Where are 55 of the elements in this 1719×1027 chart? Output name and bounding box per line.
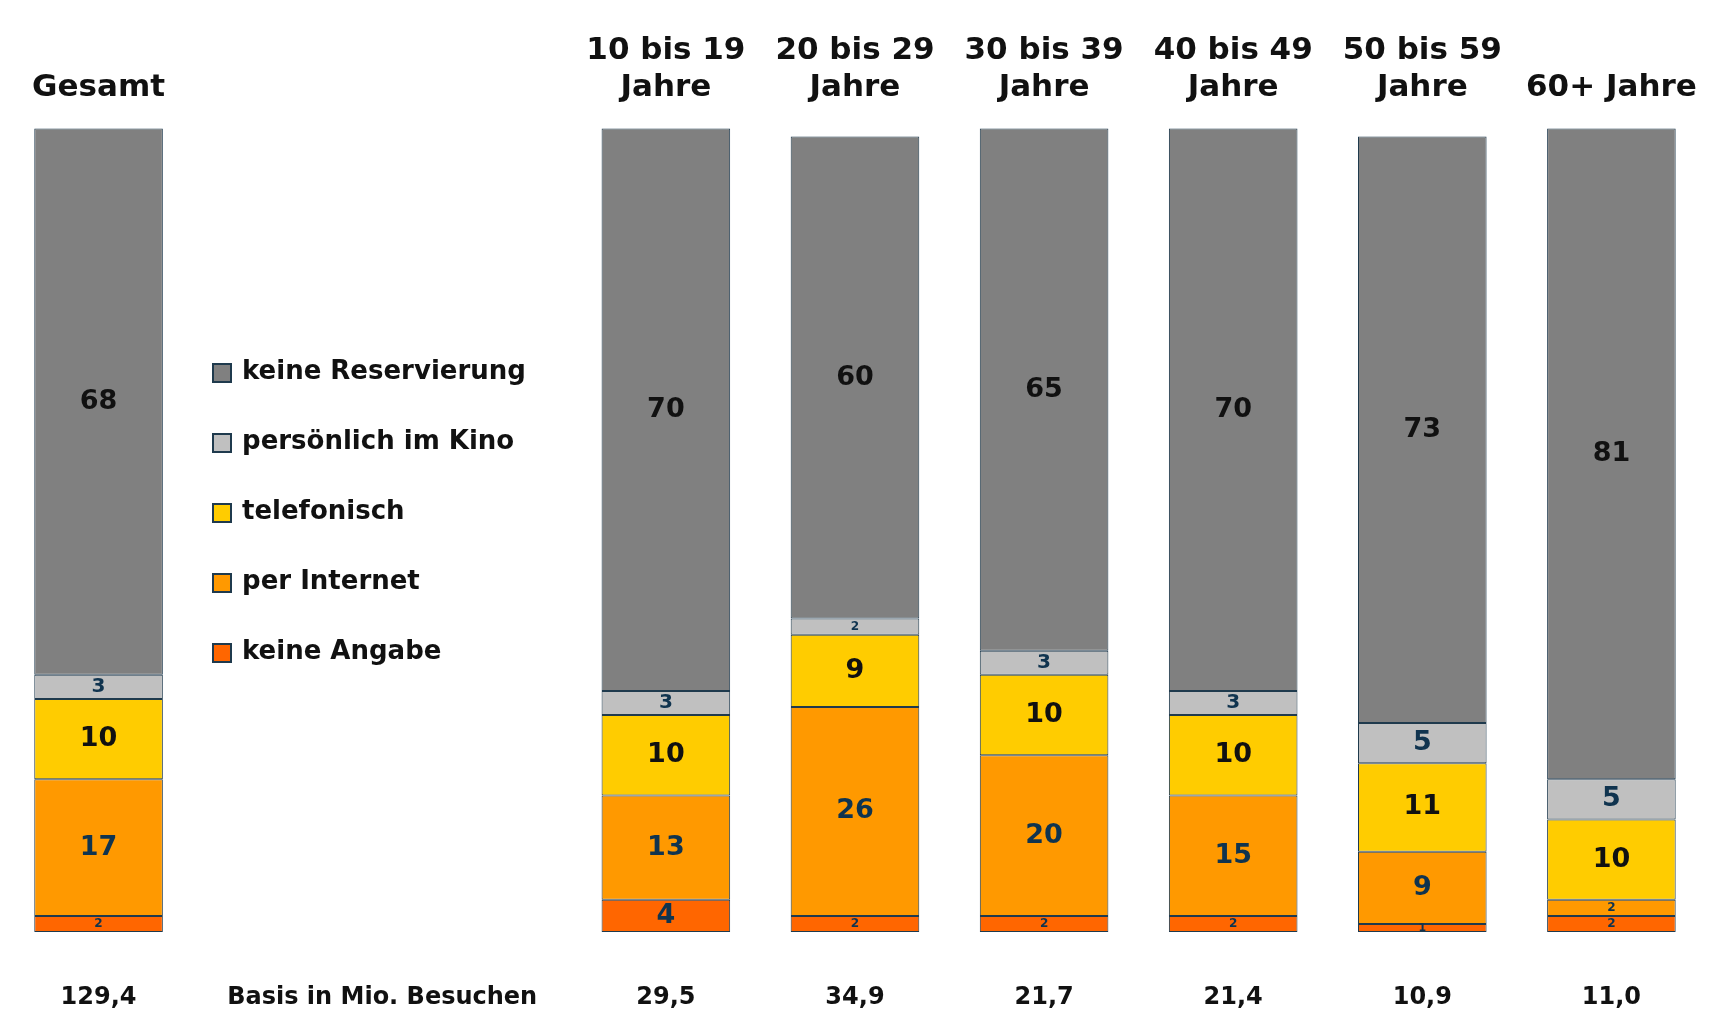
- legend-label: keine Reservierung: [242, 355, 526, 386]
- data-label: 73: [1403, 411, 1442, 443]
- data-label: 5: [1412, 725, 1432, 757]
- text: 129,4: [60, 982, 137, 1011]
- data-label: 4: [656, 897, 676, 929]
- data-label: 2: [850, 618, 860, 633]
- data-label: 70: [647, 391, 685, 423]
- text: 29,5: [636, 982, 696, 1011]
- data-label: 10: [647, 737, 685, 769]
- data-label: 17: [79, 829, 118, 861]
- data-label: 2: [1228, 916, 1238, 931]
- text: 21,4: [1203, 982, 1263, 1011]
- text: Basis in Mio. Besuchen: [227, 982, 538, 1011]
- data-label: 9: [1412, 869, 1432, 901]
- data-label: 3: [658, 689, 673, 714]
- data-label: 10: [1592, 841, 1631, 873]
- data-label: 2: [94, 916, 103, 931]
- data-label: 13: [647, 829, 685, 861]
- x-tick-label: 20 bis 29 Jahre: [775, 29, 935, 103]
- data-label: 3: [1226, 689, 1241, 714]
- x-tick-label: Gesamt: [32, 66, 166, 103]
- data-label: 10: [1214, 737, 1252, 769]
- data-label: 3: [1037, 649, 1052, 674]
- data-label: 2: [850, 916, 860, 931]
- data-label: 20: [1025, 817, 1063, 849]
- data-label: 2: [1039, 916, 1049, 931]
- data-label: 10: [1025, 697, 1063, 729]
- data-label: 5: [1602, 781, 1621, 813]
- legend-label: telefonisch: [242, 495, 405, 526]
- legend-label: persönlich im Kino: [242, 425, 515, 456]
- x-tick-label: 50 bis 59 Jahre: [1342, 29, 1502, 103]
- x-tick-label: 40 bis 49 Jahre: [1153, 29, 1313, 103]
- x-tick-label: 30 bis 39 Jahre: [964, 29, 1124, 103]
- legend-label: keine Angabe: [242, 635, 442, 666]
- data-label: 10: [79, 721, 118, 753]
- data-label: 26: [836, 793, 874, 825]
- text: 11,0: [1581, 982, 1642, 1011]
- data-label: 2: [1607, 900, 1616, 915]
- text: 34,9: [825, 982, 885, 1011]
- legend-label: per Internet: [242, 565, 420, 596]
- data-label: 1: [1418, 920, 1427, 934]
- data-label: 15: [1214, 837, 1252, 869]
- data-label: 9: [845, 652, 865, 684]
- data-label: 11: [1403, 789, 1442, 821]
- data-label: 2: [1607, 916, 1616, 931]
- text: 10,9: [1392, 982, 1452, 1011]
- data-label: 70: [1214, 391, 1252, 423]
- data-label: 65: [1025, 371, 1063, 403]
- data-label: 60: [836, 359, 874, 391]
- data-label: 3: [91, 673, 106, 698]
- text: 21,7: [1014, 982, 1074, 1011]
- x-tick-label: 60+ Jahre: [1526, 66, 1697, 103]
- data-label: 68: [79, 383, 118, 415]
- x-tick-label: 10 bis 19 Jahre: [586, 29, 746, 103]
- data-label: 81: [1592, 435, 1631, 467]
